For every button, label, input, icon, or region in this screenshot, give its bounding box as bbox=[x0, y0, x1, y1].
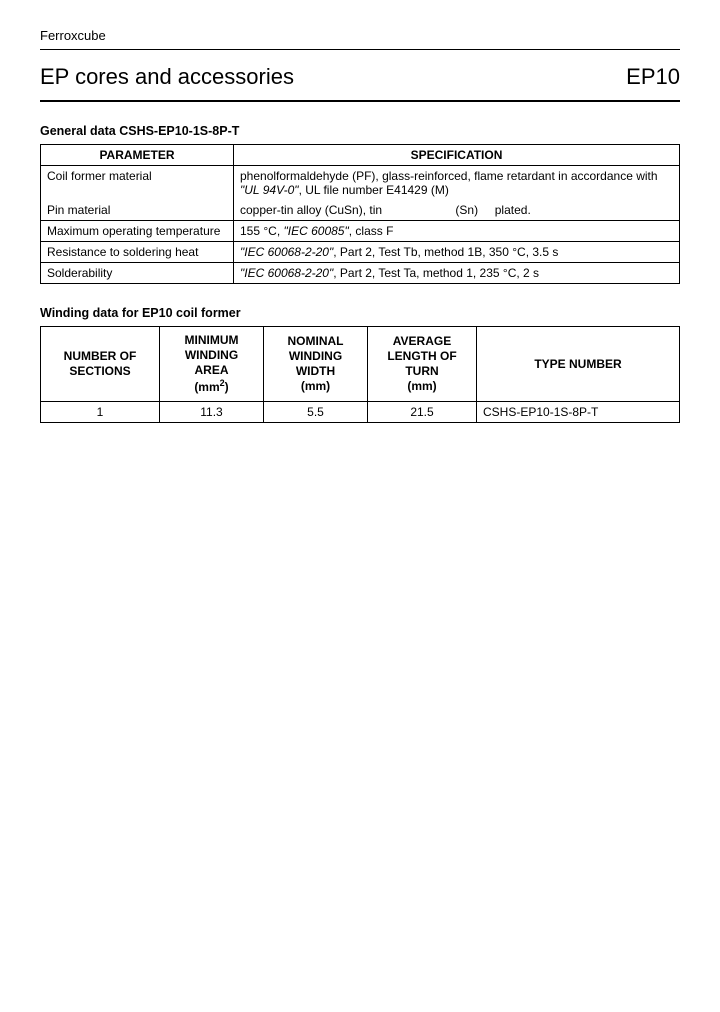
type-cell: CSHS-EP10-1S-8P-T bbox=[477, 402, 680, 423]
area-cell: 11.3 bbox=[160, 402, 264, 423]
spec-text: , class F bbox=[349, 224, 394, 238]
header-unit: ) bbox=[225, 380, 229, 394]
header-turn: AVERAGE LENGTH OF TURN (mm) bbox=[368, 327, 477, 402]
header-text: LENGTH OF bbox=[387, 349, 456, 363]
spec-text: , Part 2, Test Tb, method 1B, 350 °C, 3.… bbox=[333, 245, 558, 259]
header-text: NOMINAL bbox=[288, 334, 344, 348]
width-cell: 5.5 bbox=[264, 402, 368, 423]
spec-cell: "IEC 60068-2-20", Part 2, Test Tb, metho… bbox=[234, 242, 680, 263]
param-cell: Pin material bbox=[41, 200, 234, 221]
header-sections: NUMBER OF SECTIONS bbox=[41, 327, 160, 402]
header-text: WIDTH bbox=[296, 364, 335, 378]
header-specification: SPECIFICATION bbox=[234, 145, 680, 166]
table-row: Maximum operating temperature 155 °C, "I… bbox=[41, 221, 680, 242]
header-text: SECTIONS bbox=[69, 364, 130, 378]
param-cell: Resistance to soldering heat bbox=[41, 242, 234, 263]
table-header-row: NUMBER OF SECTIONS MINIMUM WINDING AREA … bbox=[41, 327, 680, 402]
spec-cell: copper-tin alloy (CuSn), tin (Sn) plated… bbox=[234, 200, 680, 221]
header-text: TURN bbox=[405, 364, 438, 378]
spec-italic: "UL 94V-0" bbox=[240, 183, 299, 197]
header-unit: (mm) bbox=[407, 379, 436, 393]
param-cell: Maximum operating temperature bbox=[41, 221, 234, 242]
table-row: Pin material copper-tin alloy (CuSn), ti… bbox=[41, 200, 680, 221]
table-row: Resistance to soldering heat "IEC 60068-… bbox=[41, 242, 680, 263]
header-text: NUMBER OF bbox=[64, 349, 137, 363]
brand-name: Ferroxcube bbox=[40, 28, 680, 43]
spec-italic: "IEC 60068-2-20" bbox=[240, 266, 333, 280]
spec-cell: phenolformaldehyde (PF), glass-reinforce… bbox=[234, 166, 680, 201]
header-type: TYPE NUMBER bbox=[477, 327, 680, 402]
general-data-heading: General data CSHS-EP10-1S-8P-T bbox=[40, 124, 680, 138]
param-cell: Solderability bbox=[41, 263, 234, 284]
title-row: EP cores and accessories EP10 bbox=[40, 50, 680, 100]
spec-cell: 155 °C, "IEC 60085", class F bbox=[234, 221, 680, 242]
header-text: WINDING bbox=[289, 349, 342, 363]
turn-cell: 21.5 bbox=[368, 402, 477, 423]
spec-cell: "IEC 60068-2-20", Part 2, Test Ta, metho… bbox=[234, 263, 680, 284]
page: Ferroxcube EP cores and accessories EP10… bbox=[0, 0, 720, 1012]
table-row: Coil former material phenolformaldehyde … bbox=[41, 166, 680, 201]
part-code: EP10 bbox=[626, 64, 680, 90]
header-width: NOMINAL WINDING WIDTH (mm) bbox=[264, 327, 368, 402]
spec-text: , UL file number E41429 (M) bbox=[299, 183, 449, 197]
header-text: AREA bbox=[194, 363, 228, 377]
winding-data-heading: Winding data for EP10 coil former bbox=[40, 306, 680, 320]
header-area: MINIMUM WINDING AREA (mm2) bbox=[160, 327, 264, 402]
spec-italic: "IEC 60068-2-20" bbox=[240, 245, 333, 259]
page-title: EP cores and accessories bbox=[40, 64, 294, 90]
table-header-row: PARAMETER SPECIFICATION bbox=[41, 145, 680, 166]
sections-cell: 1 bbox=[41, 402, 160, 423]
winding-data-table: NUMBER OF SECTIONS MINIMUM WINDING AREA … bbox=[40, 326, 680, 423]
header-unit: (mm bbox=[194, 380, 219, 394]
spec-text: 155 °C, bbox=[240, 224, 284, 238]
rule-title bbox=[40, 100, 680, 102]
header-text: AVERAGE bbox=[393, 334, 451, 348]
header-text: WINDING bbox=[185, 348, 238, 362]
table-row: 1 11.3 5.5 21.5 CSHS-EP10-1S-8P-T bbox=[41, 402, 680, 423]
spec-text: phenolformaldehyde (PF), glass-reinforce… bbox=[240, 169, 658, 183]
param-cell: Coil former material bbox=[41, 166, 234, 201]
spec-text: , Part 2, Test Ta, method 1, 235 °C, 2 s bbox=[333, 266, 539, 280]
header-parameter: PARAMETER bbox=[41, 145, 234, 166]
header-unit: (mm) bbox=[301, 379, 330, 393]
table-row: Solderability "IEC 60068-2-20", Part 2, … bbox=[41, 263, 680, 284]
general-data-table: PARAMETER SPECIFICATION Coil former mate… bbox=[40, 144, 680, 284]
spec-italic: "IEC 60085" bbox=[284, 224, 349, 238]
header-text: MINIMUM bbox=[185, 333, 239, 347]
